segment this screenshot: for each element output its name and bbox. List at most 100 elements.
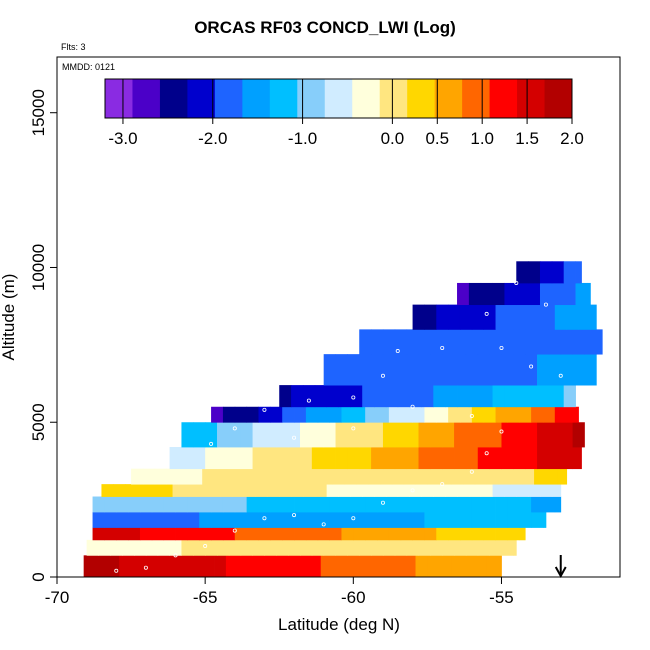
- heatmap-cell: [255, 484, 268, 497]
- heatmap-cell: [539, 282, 553, 306]
- flight-track-point: [380, 373, 385, 378]
- heatmap-cell: [459, 512, 473, 528]
- heatmap-cell: [554, 304, 568, 330]
- flight-track-point: [410, 488, 415, 493]
- heatmap-cell: [471, 512, 485, 528]
- heatmap-cell: [459, 304, 473, 330]
- heatmap-cell: [424, 496, 437, 513]
- heatmap-cell: [513, 539, 517, 556]
- heatmap-cell: [237, 468, 250, 485]
- heatmap-cell: [430, 539, 443, 556]
- heatmap-cell: [412, 496, 425, 513]
- heatmap-cell: [211, 512, 224, 528]
- heatmap-cell: [539, 385, 553, 408]
- heatmap-cell: [119, 555, 132, 578]
- heatmap-cell: [157, 539, 170, 556]
- heatmap-cell: [563, 261, 576, 284]
- heatmap-cell: [335, 354, 348, 386]
- flight-track-point: [440, 345, 445, 350]
- heatmap-cell: [175, 512, 188, 528]
- flight-track-point: [203, 544, 208, 549]
- heatmap-cell: [205, 539, 218, 556]
- data-layer: [83, 261, 603, 578]
- heatmap-cell: [430, 329, 443, 355]
- heatmap-cell: [335, 539, 348, 556]
- heatmap-cell: [104, 527, 117, 541]
- heatmap-cell: [282, 512, 295, 528]
- flight-track-point: [306, 398, 311, 403]
- heatmap-cell: [128, 496, 141, 513]
- colorbar-tick-label: 0.5: [425, 129, 449, 148]
- heatmap-cell: [587, 282, 591, 306]
- heatmap-cell: [169, 539, 182, 556]
- heatmap-cell: [258, 496, 271, 513]
- heatmap-cell: [516, 282, 529, 306]
- heatmap-cell: [507, 406, 520, 423]
- heatmap-cell: [288, 422, 301, 448]
- heatmap-cell: [341, 512, 354, 528]
- heatmap-cell: [359, 354, 372, 386]
- heatmap-cell: [442, 329, 455, 355]
- colorbar-tick-label: 2.0: [560, 129, 584, 148]
- heatmap-cell: [311, 447, 325, 470]
- plot-frame: [56, 56, 621, 578]
- heatmap-cell: [528, 484, 541, 497]
- heatmap-cell: [507, 527, 520, 541]
- heatmap-cell: [474, 468, 488, 485]
- heatmap-cell: [525, 329, 538, 355]
- heatmap-cell: [391, 555, 405, 578]
- heatmap-cell: [445, 484, 458, 497]
- heatmap-cell: [285, 555, 298, 578]
- heatmap-cell: [560, 329, 573, 355]
- heatmap-cell: [264, 422, 277, 448]
- heatmap-cell: [477, 354, 491, 386]
- heatmap-cell: [465, 539, 479, 556]
- heatmap-cell: [528, 282, 541, 306]
- heatmap-cell: [421, 385, 434, 408]
- heatmap-cell: [184, 484, 197, 497]
- heatmap-cell: [374, 484, 387, 497]
- heatmap-cell: [394, 354, 408, 386]
- heatmap-cell: [418, 329, 431, 355]
- heatmap-cell: [495, 406, 508, 423]
- heatmap-cell: [261, 555, 274, 578]
- heatmap-cell: [590, 304, 597, 330]
- heatmap-cell: [211, 496, 224, 513]
- heatmap-cell: [513, 422, 526, 448]
- colorbar-segment: [297, 79, 326, 118]
- heatmap-cell: [264, 539, 277, 556]
- heatmap-cell: [362, 385, 375, 408]
- heatmap-cell: [332, 555, 345, 578]
- heatmap-cell: [347, 447, 360, 470]
- heatmap-cell: [415, 555, 428, 578]
- heatmap-cell: [448, 527, 461, 541]
- heatmap-cell: [95, 555, 108, 578]
- heatmap-cell: [474, 555, 488, 578]
- heatmap-cell: [531, 512, 544, 528]
- heatmap-cell: [489, 447, 502, 470]
- heatmap-cell: [560, 354, 573, 386]
- heatmap-cell: [252, 422, 265, 448]
- heatmap-cell: [294, 512, 307, 528]
- heatmap-cell: [222, 527, 236, 541]
- heatmap-cell: [430, 354, 443, 386]
- heatmap-cell: [406, 422, 419, 448]
- heatmap-cell: [205, 447, 218, 470]
- heatmap-cell: [483, 512, 496, 528]
- heatmap-cell: [252, 447, 265, 470]
- heatmap-cell: [516, 484, 529, 497]
- colorbar-segment: [407, 79, 436, 118]
- heatmap-cell: [495, 527, 508, 541]
- heatmap-cell: [125, 484, 138, 497]
- heatmap-cell: [326, 385, 339, 408]
- colorbar: -3.0 -2.0 -1.0 0.0 0.5 1.0 1.5 2.0: [104, 78, 584, 148]
- heatmap-cell: [382, 539, 396, 556]
- heatmap-cell: [294, 527, 307, 541]
- heatmap-cell: [225, 468, 239, 485]
- heatmap-cell: [454, 329, 467, 355]
- heatmap-cell: [537, 329, 550, 355]
- heatmap-cell: [160, 484, 173, 497]
- heatmap-cell: [329, 527, 342, 541]
- heatmap-cell: [163, 512, 176, 528]
